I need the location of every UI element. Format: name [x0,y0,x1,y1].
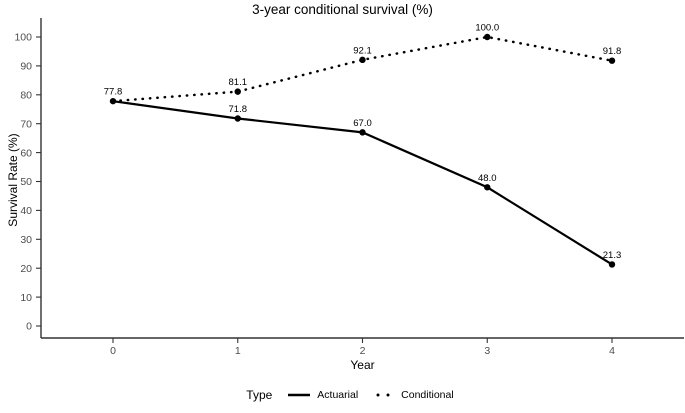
y-tick-label: 40 [20,205,32,217]
data-point [484,184,491,191]
x-tick-label: 0 [110,345,116,357]
y-tick-label: 20 [20,263,32,275]
x-tick-label: 1 [235,345,241,357]
data-point [608,261,616,268]
data-point-label: 71.8 [229,104,248,115]
data-point [608,57,616,64]
y-tick-label: 80 [20,90,32,102]
y-tick-label: 10 [20,292,32,304]
data-point [484,33,491,41]
x-tick-label: 4 [609,345,615,357]
plot-area: 0 10 20 30 40 50 60 70 80 90 100 0 1 2 3 4 77.8 71.8 67.0 4… [14,18,684,357]
y-tick-label: 90 [20,61,32,73]
data-point [109,97,117,105]
data-point [359,56,366,64]
data-point-label: 100.0 [475,23,499,34]
data-point-label: 92.1 [353,45,372,56]
y-tick-label: 60 [20,147,32,159]
legend-label-conditional: Conditional [401,389,454,401]
y-tick-label: 100 [14,32,32,44]
solid-line-swatch-icon [288,393,311,397]
x-axis-title: Year [350,358,375,372]
data-point [234,115,241,122]
data-point [359,129,366,136]
x-tick-label: 2 [360,345,366,357]
data-point-label: 67.0 [353,118,372,129]
legend-item-conditional: Conditional [373,389,454,401]
legend: Type Actuarial Conditional [0,388,685,402]
y-tick-label: 70 [20,118,32,130]
data-point-label: 48.0 [478,173,497,184]
data-point-label: 77.8 [104,87,123,98]
legend-title: Type [246,388,273,402]
chart-title: 3-year conditional survival (%) [252,2,433,17]
y-tick-label: 0 [26,321,32,333]
dotted-line-swatch-icon [376,393,390,397]
y-tick-label: 50 [20,176,32,188]
data-point [234,88,241,95]
legend-item-actuarial: Actuarial [287,389,358,401]
data-point-label: 21.3 [603,250,622,261]
data-point-label: 81.1 [229,77,248,88]
y-axis-title: Survival Rate (%) [6,133,20,227]
x-tick-label: 3 [484,345,490,357]
series-line-conditional [111,35,614,103]
legend-label-actuarial: Actuarial [317,389,359,401]
y-tick-label: 30 [20,234,32,246]
data-point-label: 91.8 [603,46,622,57]
